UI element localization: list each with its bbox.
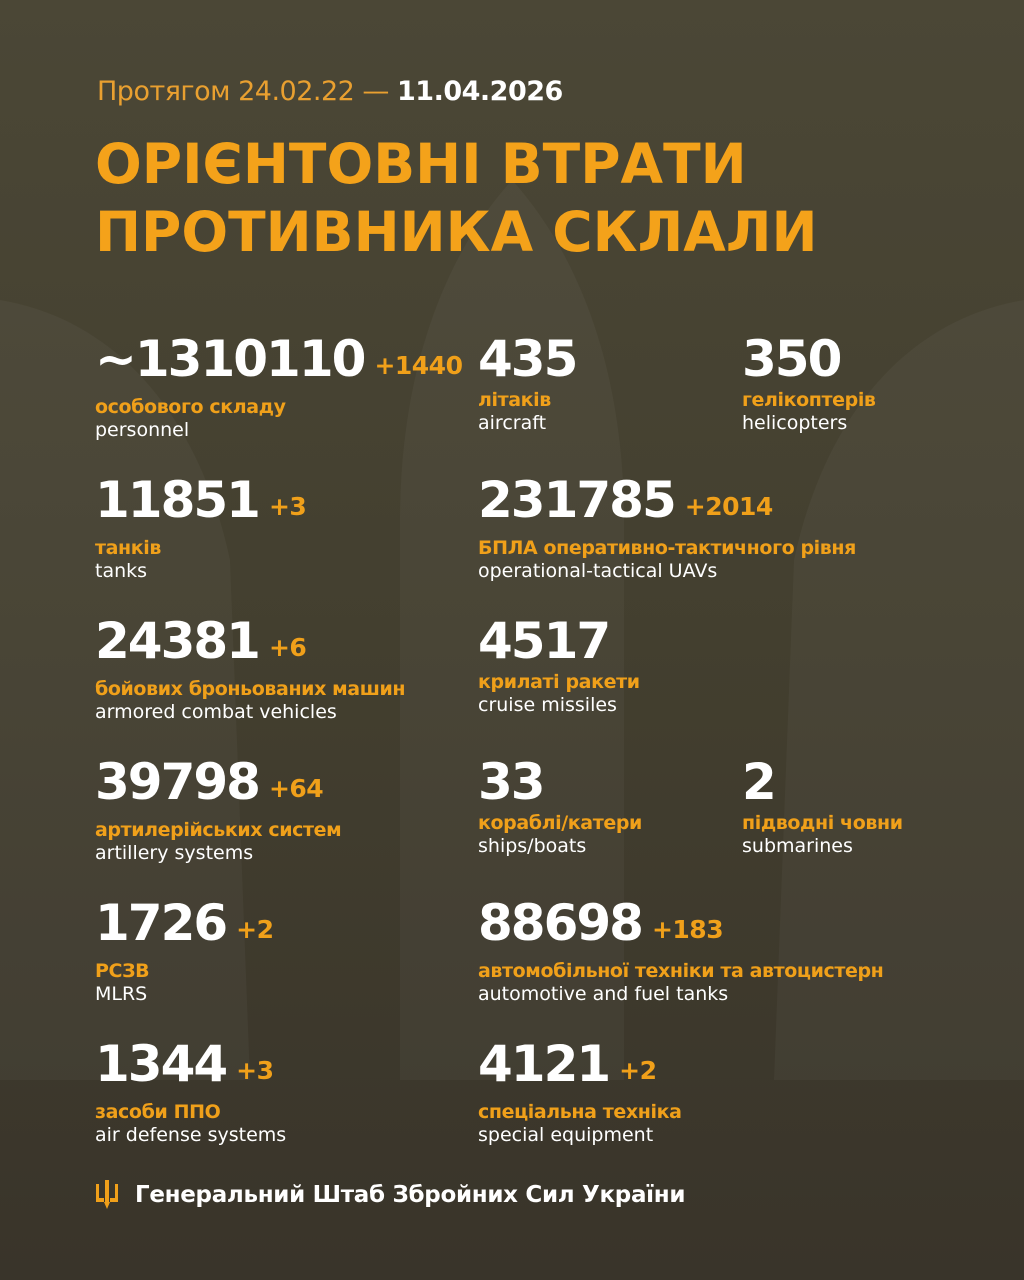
stat-helicopters: 350 гелікоптерів helicopters — [742, 331, 876, 434]
title-line-2: ПРОТИВНИКА СКЛАЛИ — [95, 200, 818, 264]
stat-delta: +183 — [651, 915, 724, 944]
stat-value: 33 — [478, 753, 546, 811]
stat-label-en: air defense systems — [95, 1124, 287, 1146]
title-line-1: ОРІЄНТОВНІ ВТРАТИ — [95, 132, 747, 196]
stat-value: 1726 — [95, 894, 228, 952]
stat-delta: +2 — [236, 915, 274, 944]
stat-delta: +2 — [619, 1056, 657, 1085]
stat-label-ua: кораблі/катери — [478, 812, 642, 834]
stat-tanks: 11851 +3 танків tanks — [95, 471, 307, 582]
stat-delta: +1440 — [374, 351, 463, 380]
stat-cruise-missiles: 4517 крилаті ракети cruise missiles — [478, 613, 640, 716]
stat-value: 39798 — [95, 753, 261, 811]
stat-label-ua: танків — [95, 537, 161, 559]
stat-label-en: submarines — [742, 835, 853, 857]
stat-submarines: 2 підводні човни submarines — [742, 754, 903, 857]
stat-value: ~1310110 — [95, 330, 366, 388]
stat-uavs: 231785 +2014 БПЛА оперативно-тактичного рі… — [478, 472, 856, 582]
stat-label-ua: особового складу — [95, 396, 286, 418]
stat-delta: +64 — [268, 774, 324, 803]
stat-label-ua: БПЛА оперативно-тактичного рівня — [478, 537, 856, 559]
period-end: 11.04.2026 — [397, 76, 563, 107]
stat-value: 24381 — [95, 612, 261, 670]
stat-air-defense: 1344 +3 засоби ППО air defense systems — [95, 1036, 286, 1146]
stat-mlrs: 1726 +2 РСЗВ MLRS — [95, 895, 274, 1005]
stat-aircraft: 435 літаків aircraft — [478, 330, 578, 434]
stat-label-en: special equipment — [478, 1124, 654, 1146]
stat-label-ua: підводні човни — [742, 812, 903, 834]
stat-value: 4517 — [478, 612, 611, 670]
trident-icon — [96, 1180, 118, 1209]
stat-label-en: MLRS — [95, 983, 148, 1005]
period-subtitle: Протягом 24.02.22 — 11.04.2026 — [97, 76, 563, 107]
stat-label-en: personnel — [95, 419, 190, 441]
stat-label-en: automotive and fuel tanks — [478, 983, 729, 1005]
stat-value: 435 — [478, 330, 578, 388]
stat-value: 1344 — [95, 1035, 228, 1093]
stat-delta: +2014 — [684, 492, 774, 521]
stat-value: 350 — [742, 330, 842, 388]
stat-delta: +6 — [268, 633, 307, 662]
stat-value: 88698 — [478, 894, 644, 952]
stat-label-en: cruise missiles — [478, 694, 617, 716]
stat-ships: 33 кораблі/катери ships/boats — [478, 754, 642, 857]
stat-label-en: artillery systems — [95, 842, 254, 864]
stat-vehicles: 88698 +183 автомобільної техніки та автоци… — [478, 894, 884, 1005]
stat-artillery: 39798 +64 артилерійських систем artillery s… — [95, 753, 342, 864]
stat-label-en: ships/boats — [478, 835, 587, 857]
stat-value: 11851 — [95, 471, 261, 529]
stat-label-en: armored combat vehicles — [95, 701, 337, 723]
stat-label-ua: гелікоптерів — [742, 389, 876, 411]
stat-label-ua: автомобільної техніки та автоцистерн — [478, 960, 884, 982]
stat-label-ua: крилаті ракети — [478, 671, 640, 693]
footer: Генеральний Штаб Збройних Сил України — [95, 1180, 685, 1210]
stat-personnel: ~1310110 +1440 особового складу personnel — [95, 330, 463, 441]
stat-label-ua: РСЗВ — [95, 960, 150, 982]
period-start: Протягом 24.02.22 — — [97, 76, 389, 107]
stat-label-ua: літаків — [478, 389, 551, 411]
stat-label-en: tanks — [95, 560, 148, 582]
stat-label-ua: спеціальна техніка — [478, 1101, 682, 1123]
stat-label-ua: засоби ППО — [95, 1101, 221, 1123]
stat-value: 231785 — [478, 471, 677, 529]
stat-delta: +3 — [268, 492, 307, 521]
stat-value: 2 — [742, 753, 777, 811]
page-title: ОРІЄНТОВНІ ВТРАТИ ПРОТИВНИКА СКЛАЛИ — [95, 130, 818, 266]
stat-label-ua: бойових броньованих машин — [95, 678, 406, 700]
stat-special-equipment: 4121 +2 спеціальна техніка special equipmen… — [478, 1036, 682, 1146]
stat-acv: 24381 +6 бойових броньованих машин armored … — [95, 612, 406, 723]
stat-label-en: aircraft — [478, 412, 547, 434]
stat-label-ua: артилерійських систем — [95, 819, 342, 841]
stat-label-en: helicopters — [742, 412, 848, 434]
stat-value: 4121 — [478, 1035, 611, 1093]
stat-label-en: operational-tactical UAVs — [478, 560, 718, 582]
footer-label: Генеральний Штаб Збройних Сил України — [135, 1182, 686, 1208]
stat-delta: +3 — [236, 1056, 274, 1085]
